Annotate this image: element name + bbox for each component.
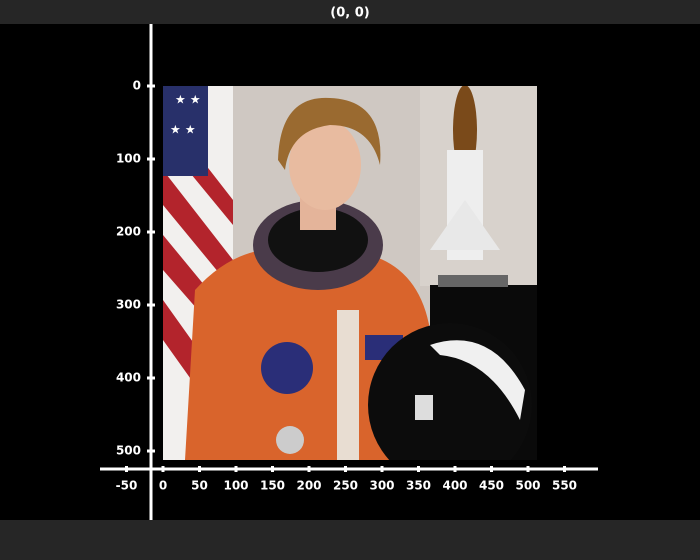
x-tick-label: -50 [116,479,138,493]
y-tick-label: 200 [116,225,141,239]
x-tick-label: 0 [159,479,167,493]
x-tick-label: 50 [191,479,208,493]
y-tick-label: 0 [133,79,141,93]
status-bar [0,520,700,560]
x-tick-label: 550 [552,479,577,493]
window-title: (0, 0) [330,6,369,21]
x-tick-label: 150 [260,479,285,493]
x-tick-label: 300 [369,479,394,493]
x-tick-label: 250 [333,479,358,493]
image: ★ ★ ★ ★ [163,86,537,460]
x-tick-label: 450 [479,479,504,493]
title-bar [0,0,700,24]
x-tick-label: 100 [223,479,248,493]
y-tick-label: 300 [116,298,141,312]
y-tick-label: 400 [116,371,141,385]
x-tick-label: 200 [296,479,321,493]
x-tick-label: 500 [515,479,540,493]
y-tick-label: 500 [116,444,141,458]
y-tick-label: 100 [116,152,141,166]
x-tick-label: 350 [406,479,431,493]
x-tick-label: 400 [442,479,467,493]
svg-text:★ ★: ★ ★ [170,123,196,137]
svg-text:★ ★: ★ ★ [175,93,201,107]
